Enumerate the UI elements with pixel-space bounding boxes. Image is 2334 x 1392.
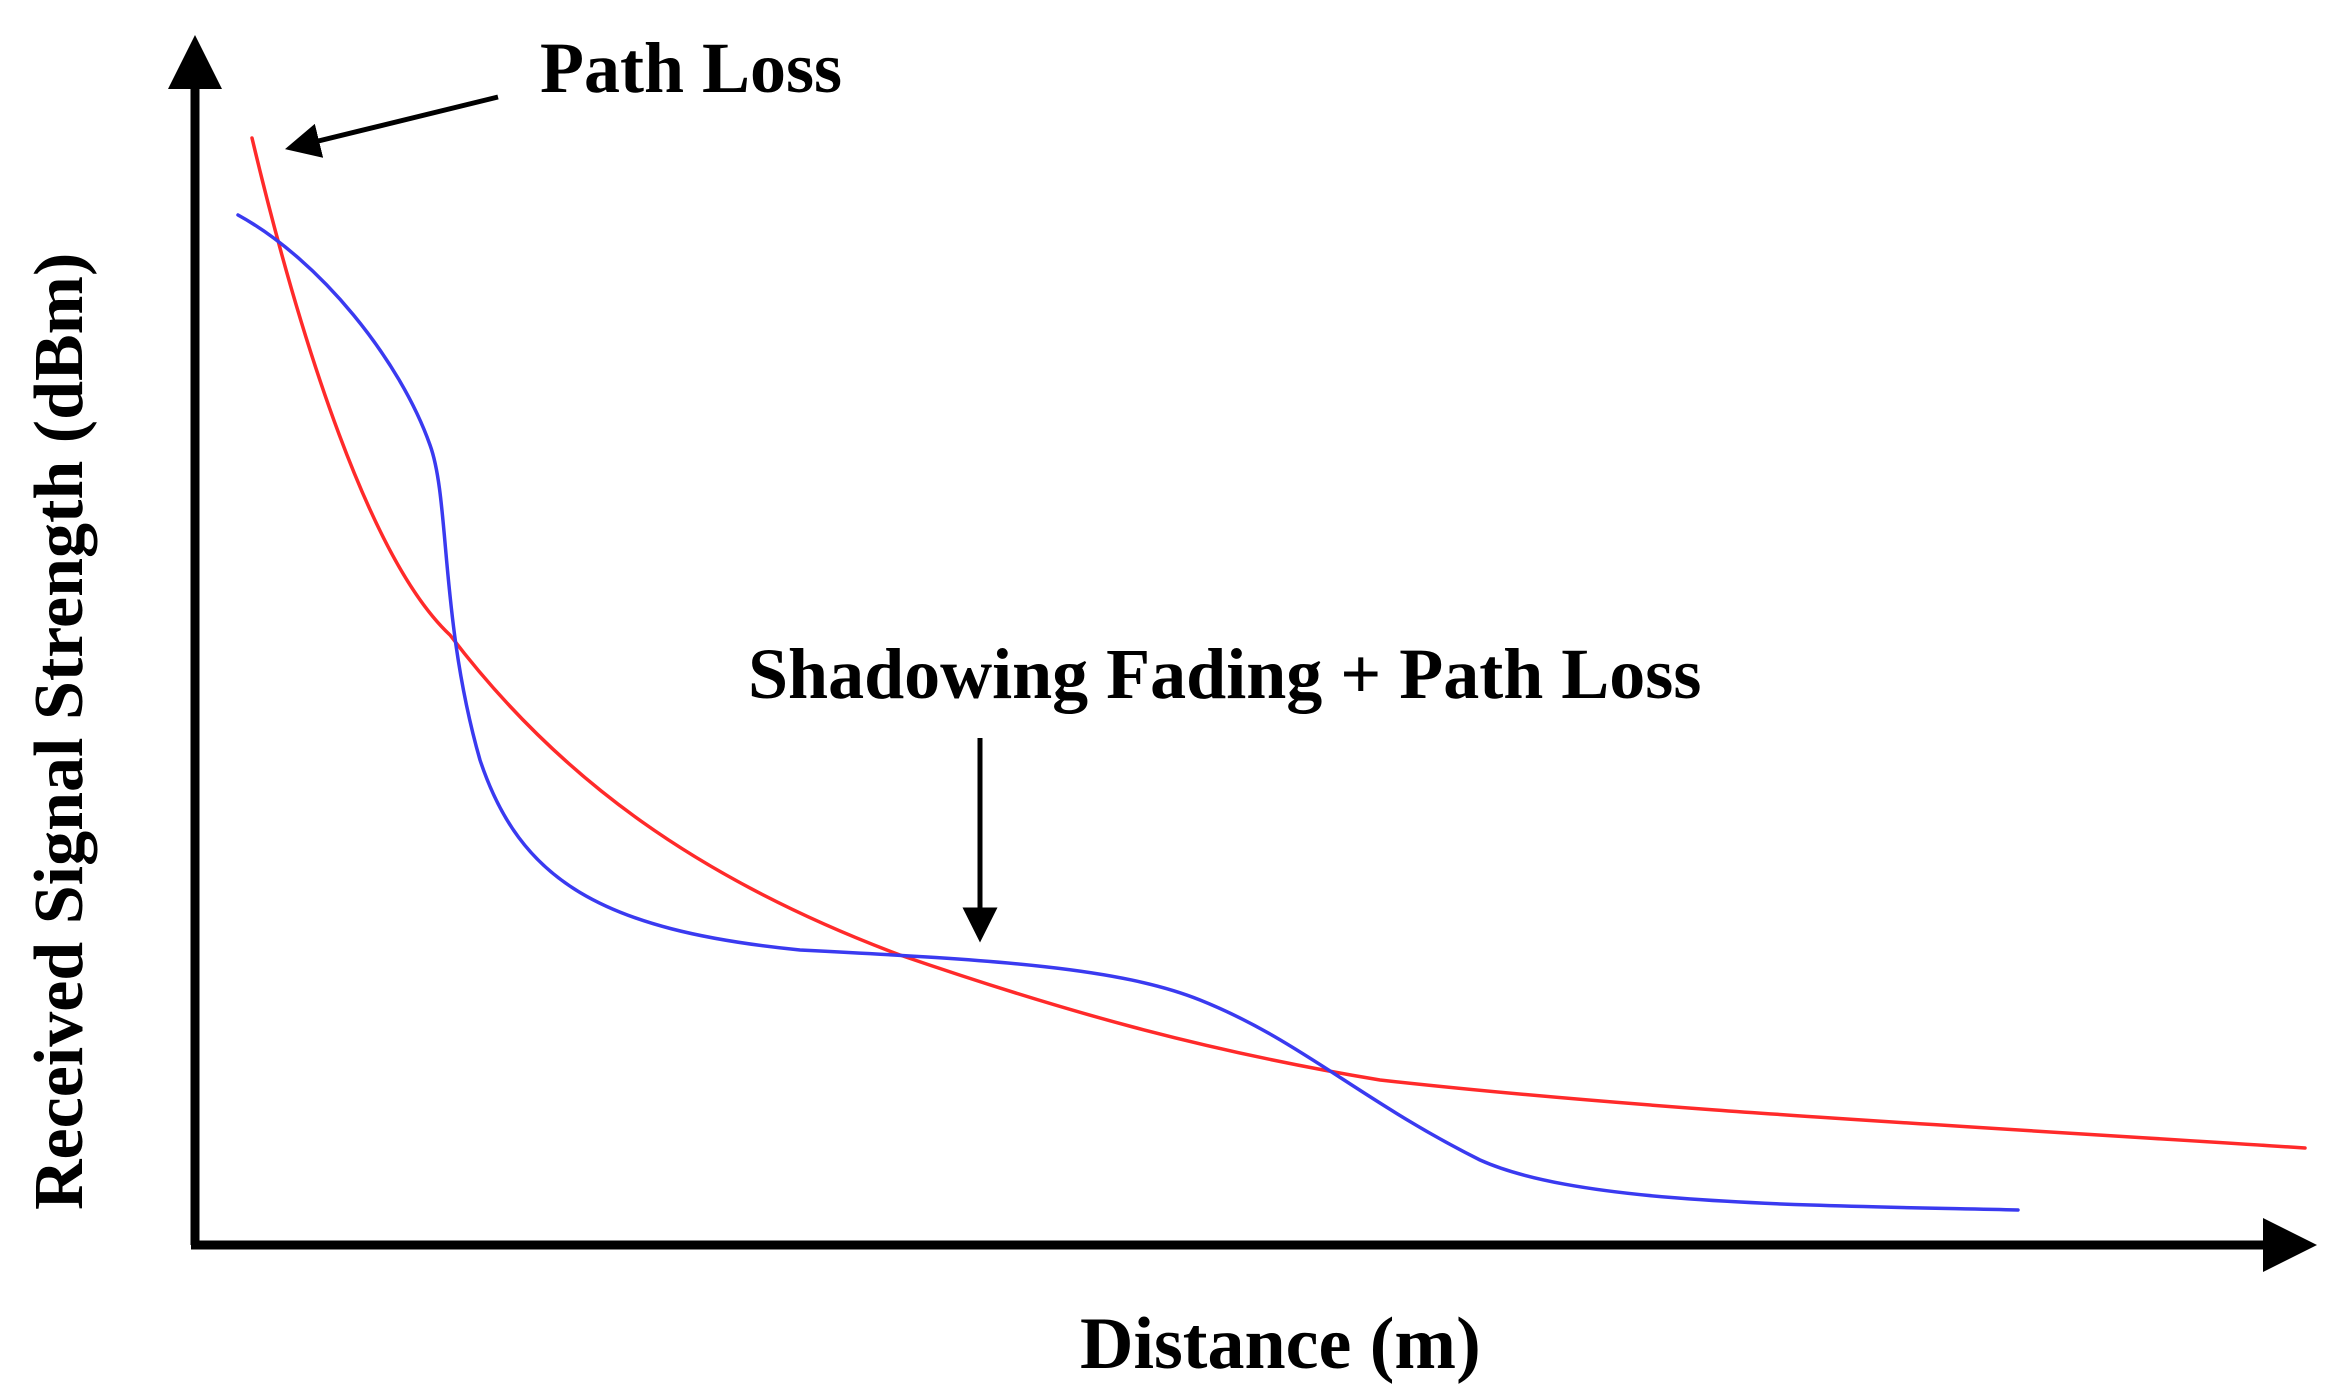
y-axis-label: Received Signal Strength (dBm) (21, 253, 98, 1210)
shadowing-label: Shadowing Fading + Path Loss (748, 634, 1701, 714)
x-axis-label: Distance (m) (1080, 1303, 1481, 1385)
path-loss-pointer-arrow (285, 94, 499, 158)
shadowing-curve (236, 213, 2020, 1212)
path-loss-curve (250, 136, 2307, 1150)
path-loss-label: Path Loss (540, 28, 842, 108)
